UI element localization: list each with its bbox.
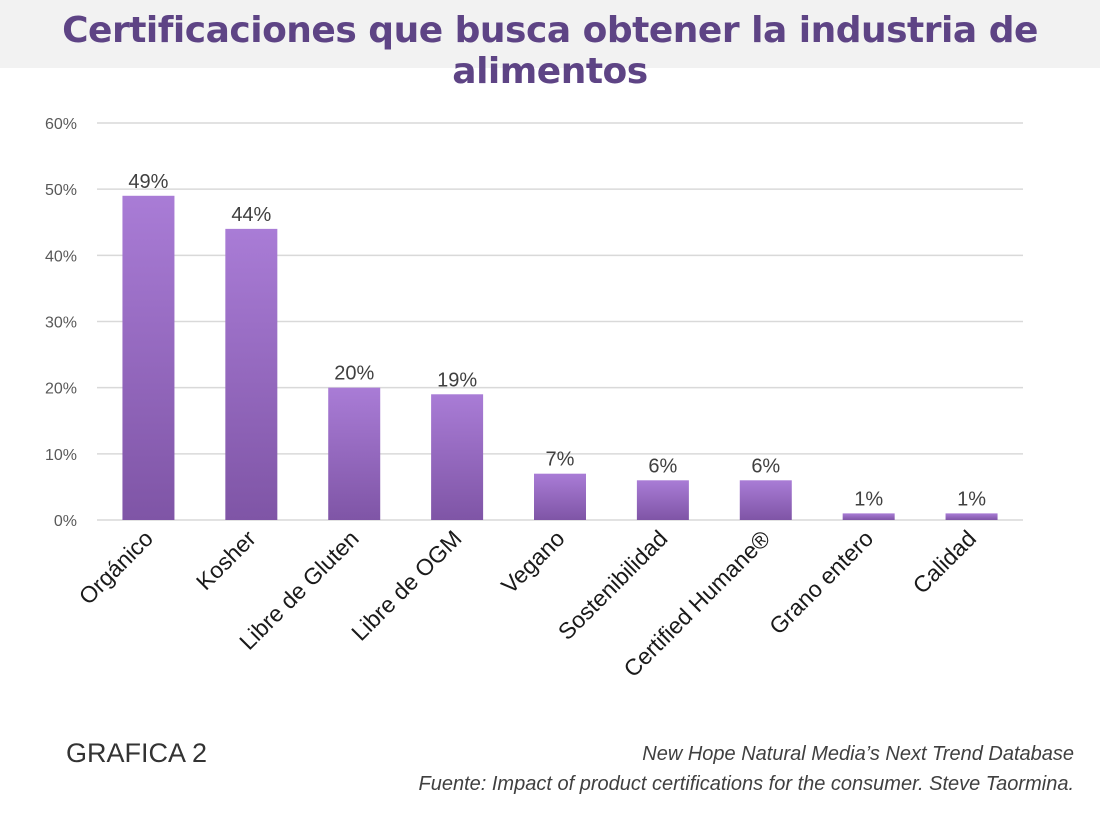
bars [122, 195, 998, 521]
y-tick-label: 40% [45, 248, 77, 265]
y-tick-label: 20% [45, 381, 77, 398]
y-tick-label: 50% [45, 182, 77, 199]
x-tick-label: Libre de OGM [346, 525, 467, 646]
bar-0 [122, 195, 175, 521]
x-tick-label: Vegano [496, 525, 570, 599]
chart-title: Certificaciones que busca obtener la ind… [62, 10, 1038, 92]
bar-chart: 0% 10% 20% 30% 40% 50% 60% 49% 44% 20% 19% 7% 6% 6% 1… [45, 116, 1023, 682]
graph-number-label: GRAFICA 2 [66, 738, 208, 768]
y-tick-label: 0% [54, 513, 77, 530]
data-labels: 49% 44% 20% 19% 7% 6% 6% 1% 1% [128, 171, 986, 511]
data-label: 20% [334, 363, 374, 385]
data-label: 44% [231, 204, 271, 226]
bar-6 [739, 480, 792, 520]
bar-7 [842, 513, 895, 520]
data-label: 19% [437, 369, 477, 391]
data-label: 1% [957, 488, 986, 510]
y-tick-label: 60% [45, 116, 77, 133]
y-axis-tick-labels: 0% 10% 20% 30% 40% 50% 60% [45, 116, 77, 530]
data-label: 6% [648, 455, 677, 477]
x-tick-label: Kosher [191, 525, 261, 595]
data-label: 1% [854, 488, 883, 510]
y-tick-label: 30% [45, 315, 77, 332]
bar-4 [534, 473, 586, 520]
data-label: 49% [128, 171, 168, 193]
x-tick-label: Calidad [908, 525, 982, 599]
data-label: 6% [751, 455, 780, 477]
bar-2 [328, 387, 381, 520]
bar-1 [225, 228, 278, 520]
source-citation: Fuente: Impact of product certifications… [418, 773, 1075, 795]
title-bar [0, 0, 1100, 68]
bar-8 [945, 513, 998, 520]
source-database: New Hope Natural Media’s Next Trend Data… [642, 743, 1074, 765]
x-tick-label: Orgánico [74, 525, 158, 609]
x-tick-label: Grano entero [764, 525, 878, 639]
bar-5 [636, 480, 689, 520]
data-label: 7% [546, 449, 575, 471]
y-tick-label: 10% [45, 447, 77, 464]
bar-3 [431, 394, 484, 520]
